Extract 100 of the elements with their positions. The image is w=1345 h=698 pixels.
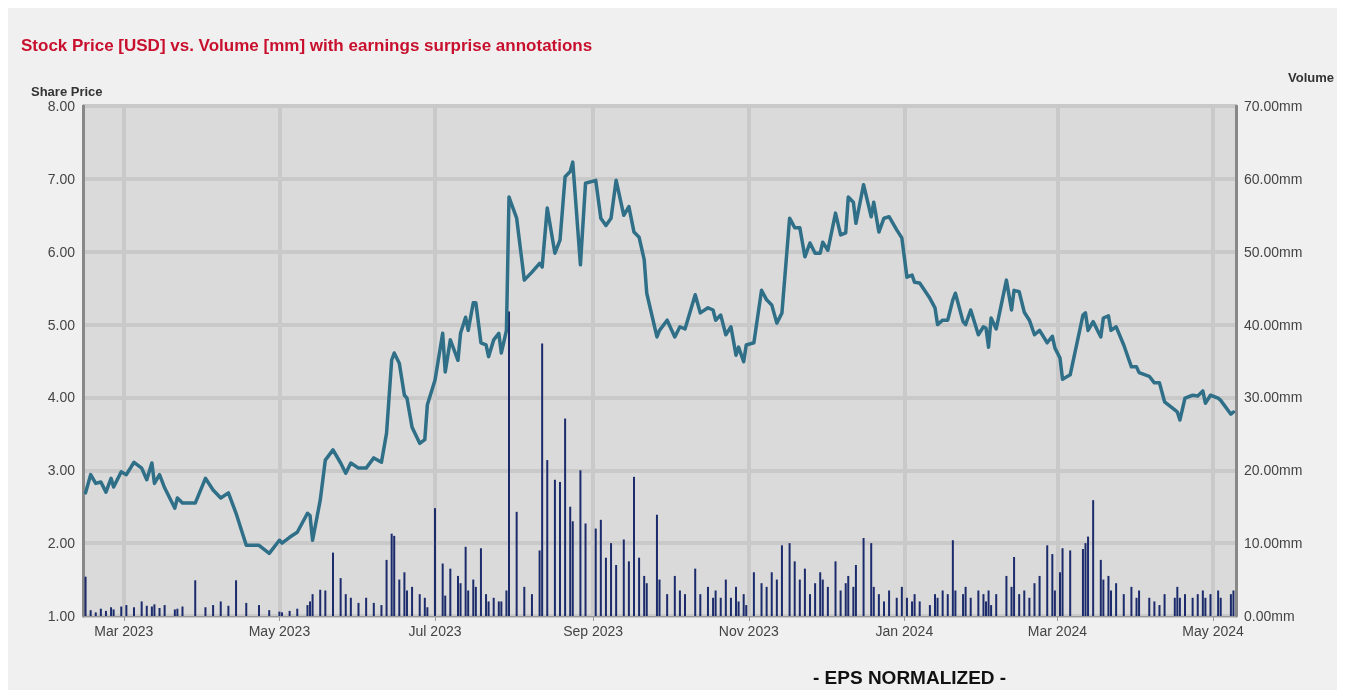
bar (472, 579, 475, 616)
bar (158, 607, 161, 616)
y2-tick-label: 30.00mm (1244, 389, 1303, 406)
bar (1183, 594, 1186, 616)
y2-tick-label: 40.00mm (1244, 316, 1303, 333)
x-tick-label: Sep 2023 (563, 623, 624, 639)
bar (1191, 597, 1194, 616)
y2-tick-label: 50.00mm (1244, 243, 1303, 260)
bar (928, 605, 931, 616)
bar (1023, 590, 1026, 616)
bar (615, 565, 618, 616)
bar (643, 575, 646, 616)
bar (104, 610, 107, 616)
bar (485, 594, 488, 616)
bar (153, 604, 156, 616)
bar (331, 552, 334, 616)
bar (523, 586, 526, 616)
bar (627, 561, 630, 616)
bar (854, 565, 857, 616)
bar (258, 605, 261, 616)
bar (288, 610, 291, 616)
bar (324, 590, 327, 616)
y2-tick-label: 0.00mm (1244, 608, 1295, 624)
bar (1033, 583, 1036, 616)
bar (847, 575, 850, 616)
bar (479, 548, 482, 616)
bar (775, 579, 778, 616)
bar (150, 606, 153, 616)
bar (339, 578, 342, 616)
bar (559, 481, 562, 616)
bar (372, 602, 375, 616)
bar (564, 418, 567, 616)
bar (163, 605, 166, 616)
bar (1176, 586, 1179, 616)
y2-tick-label: 20.00mm (1244, 462, 1303, 479)
bar (349, 597, 352, 616)
bar (694, 568, 697, 616)
bar (594, 528, 597, 616)
bar (946, 594, 949, 616)
bar (1196, 594, 1199, 616)
bar (803, 568, 806, 616)
bar (1018, 594, 1021, 616)
x-tick-label: Jan 2024 (875, 623, 934, 639)
bar (268, 610, 271, 616)
x-tick-label: Nov 2023 (718, 623, 779, 639)
bar (1201, 590, 1204, 616)
bar (905, 597, 908, 616)
bar (99, 608, 102, 616)
bar (699, 594, 702, 616)
bar (742, 594, 745, 616)
bar (684, 594, 687, 616)
bar (1107, 575, 1110, 616)
bar (500, 601, 503, 616)
y-tick-label: 4.00 (47, 389, 76, 406)
bar (714, 590, 717, 616)
bar (895, 597, 898, 616)
bar (1005, 575, 1008, 616)
bar (638, 557, 641, 616)
y-tick-label: 6.00 (47, 243, 76, 260)
bar (411, 586, 414, 616)
bar (1038, 575, 1041, 616)
bar (1232, 590, 1235, 616)
bar (780, 545, 783, 616)
bar (888, 590, 891, 616)
bar (610, 543, 613, 616)
bar (729, 597, 732, 616)
bar (227, 605, 230, 616)
bar (877, 594, 880, 616)
y2-axis-title: Volume (1288, 70, 1334, 85)
bar (809, 594, 811, 616)
bar (212, 605, 215, 616)
y2-tick-label: 10.00mm (1244, 535, 1303, 552)
bar (1130, 586, 1133, 616)
bar (719, 597, 722, 616)
y2-tick-label: 70.00mm (1244, 98, 1303, 114)
y-tick-label: 8.00 (47, 98, 76, 114)
bar (834, 561, 837, 616)
bar (1217, 590, 1220, 616)
bar (403, 572, 406, 616)
bar (673, 575, 676, 616)
bar (530, 594, 533, 616)
bar (770, 572, 773, 616)
bar (934, 594, 936, 616)
bar (969, 597, 972, 616)
bar (541, 343, 544, 616)
bar (870, 543, 873, 616)
bar (862, 538, 865, 616)
bar (760, 583, 763, 616)
bar (418, 594, 421, 616)
bar (666, 594, 669, 616)
bar (393, 535, 396, 616)
x-tick-label: May 2023 (248, 623, 311, 639)
bar (546, 460, 549, 616)
y-tick-label: 2.00 (47, 535, 76, 552)
bar (918, 601, 921, 616)
bar (140, 601, 143, 616)
bar (882, 601, 885, 616)
y-tick-label: 7.00 (47, 170, 76, 187)
bar (235, 580, 238, 616)
bar (296, 608, 299, 616)
